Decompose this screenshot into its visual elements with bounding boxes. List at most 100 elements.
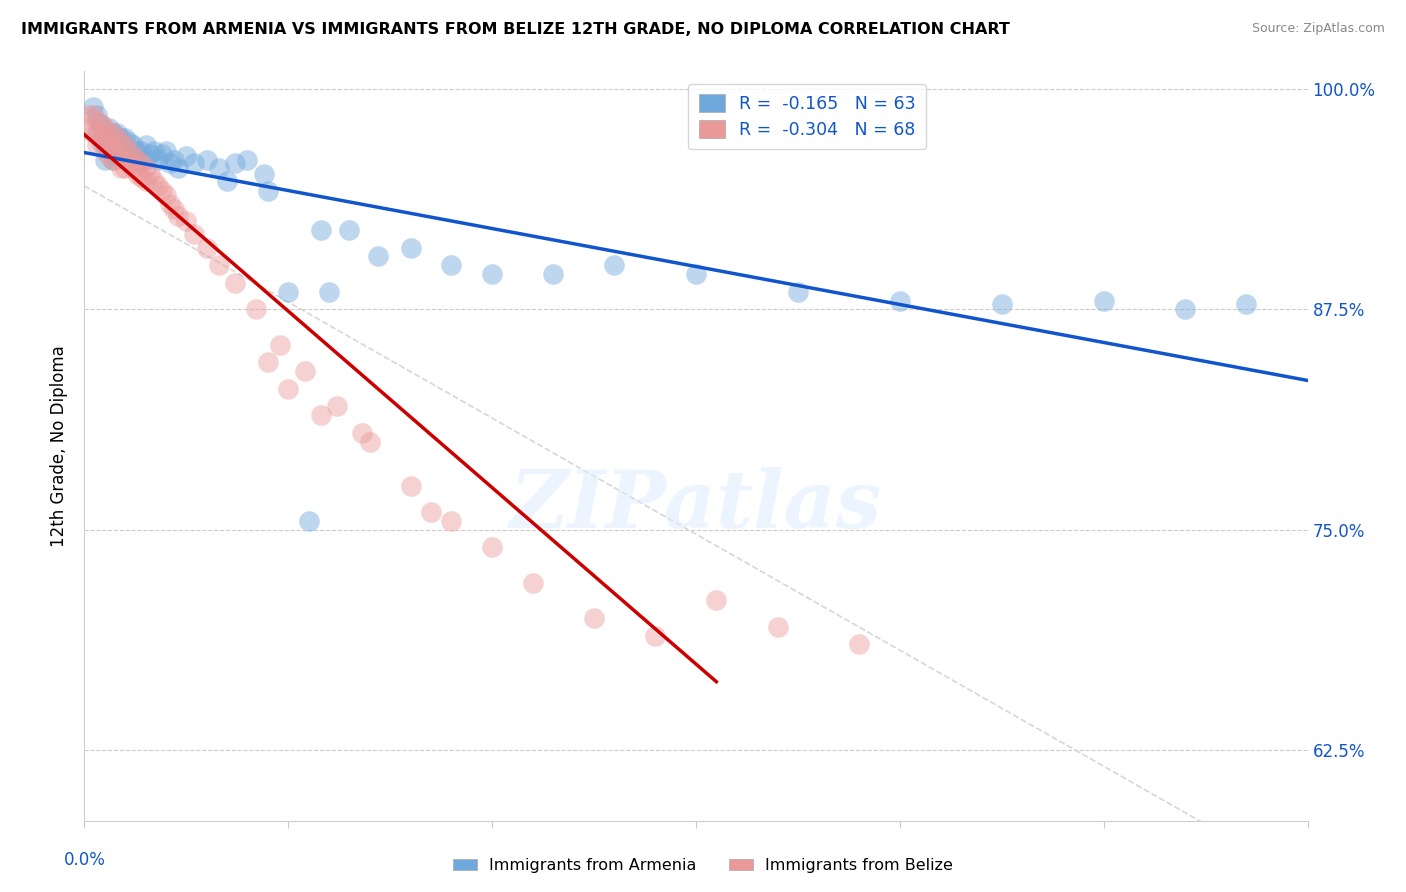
- Text: Source: ZipAtlas.com: Source: ZipAtlas.com: [1251, 22, 1385, 36]
- Text: ZIPatlas: ZIPatlas: [510, 467, 882, 545]
- Point: [142, 174, 165, 188]
- Point: [420, 505, 443, 519]
- Point: [93, 153, 115, 167]
- Point: [131, 156, 153, 170]
- Point: [481, 541, 503, 555]
- Point: [583, 611, 606, 625]
- Point: [848, 637, 870, 651]
- Point: [114, 138, 136, 153]
- Point: [97, 135, 120, 149]
- Point: [183, 227, 205, 241]
- Point: [118, 144, 141, 158]
- Point: [118, 147, 141, 161]
- Point: [118, 135, 141, 149]
- Point: [644, 628, 666, 642]
- Point: [86, 108, 108, 122]
- Point: [135, 161, 157, 176]
- Point: [135, 174, 157, 188]
- Point: [86, 138, 108, 153]
- Point: [208, 258, 231, 272]
- Point: [105, 149, 128, 163]
- Point: [277, 285, 299, 299]
- Point: [114, 131, 136, 145]
- Point: [82, 100, 104, 114]
- Point: [150, 147, 173, 161]
- Point: [1092, 293, 1115, 308]
- Point: [399, 478, 422, 492]
- Point: [146, 178, 169, 193]
- Point: [93, 144, 115, 158]
- Point: [163, 202, 186, 216]
- Point: [174, 214, 197, 228]
- Point: [1174, 302, 1197, 317]
- Point: [481, 267, 503, 281]
- Y-axis label: 12th Grade, No Diploma: 12th Grade, No Diploma: [51, 345, 69, 547]
- Point: [318, 285, 340, 299]
- Point: [603, 258, 626, 272]
- Point: [159, 196, 181, 211]
- Point: [127, 167, 149, 181]
- Point: [543, 267, 565, 281]
- Point: [155, 187, 177, 202]
- Point: [122, 161, 145, 176]
- Point: [195, 241, 218, 255]
- Point: [150, 184, 173, 198]
- Point: [787, 285, 810, 299]
- Point: [224, 156, 246, 170]
- Point: [195, 153, 218, 167]
- Point: [86, 126, 108, 140]
- Point: [135, 153, 157, 167]
- Text: IMMIGRANTS FROM ARMENIA VS IMMIGRANTS FROM BELIZE 12TH GRADE, NO DIPLOMA CORRELA: IMMIGRANTS FROM ARMENIA VS IMMIGRANTS FR…: [21, 22, 1010, 37]
- Point: [155, 144, 177, 158]
- Point: [138, 147, 160, 161]
- Point: [359, 434, 381, 449]
- Point: [440, 514, 463, 528]
- Point: [991, 297, 1014, 311]
- Point: [101, 138, 124, 153]
- Point: [127, 153, 149, 167]
- Point: [101, 126, 124, 140]
- Point: [236, 153, 259, 167]
- Point: [889, 293, 911, 308]
- Point: [159, 156, 181, 170]
- Point: [217, 174, 239, 188]
- Point: [110, 144, 132, 158]
- Point: [101, 126, 124, 140]
- Point: [257, 355, 280, 369]
- Point: [93, 120, 115, 135]
- Point: [90, 131, 112, 145]
- Point: [131, 144, 153, 158]
- Point: [97, 126, 120, 140]
- Point: [142, 144, 165, 158]
- Point: [86, 113, 108, 128]
- Point: [350, 425, 373, 440]
- Point: [174, 149, 197, 163]
- Point: [97, 149, 120, 163]
- Point: [135, 138, 157, 153]
- Point: [101, 138, 124, 153]
- Point: [105, 135, 128, 149]
- Point: [110, 149, 132, 163]
- Point: [522, 575, 544, 590]
- Point: [122, 138, 145, 153]
- Point: [339, 223, 361, 237]
- Point: [1236, 297, 1258, 311]
- Point: [97, 131, 120, 145]
- Point: [90, 117, 112, 131]
- Point: [101, 153, 124, 167]
- Point: [208, 161, 231, 176]
- Point: [326, 400, 349, 414]
- Point: [245, 302, 267, 317]
- Point: [105, 131, 128, 145]
- Point: [114, 161, 136, 176]
- Legend: R =  -0.165   N = 63, R =  -0.304   N = 68: R = -0.165 N = 63, R = -0.304 N = 68: [689, 84, 925, 149]
- Point: [167, 161, 190, 176]
- Point: [440, 258, 463, 272]
- Point: [298, 514, 321, 528]
- Point: [118, 156, 141, 170]
- Point: [294, 364, 316, 378]
- Point: [110, 135, 132, 149]
- Point: [93, 138, 115, 153]
- Point: [167, 209, 190, 223]
- Point: [131, 170, 153, 185]
